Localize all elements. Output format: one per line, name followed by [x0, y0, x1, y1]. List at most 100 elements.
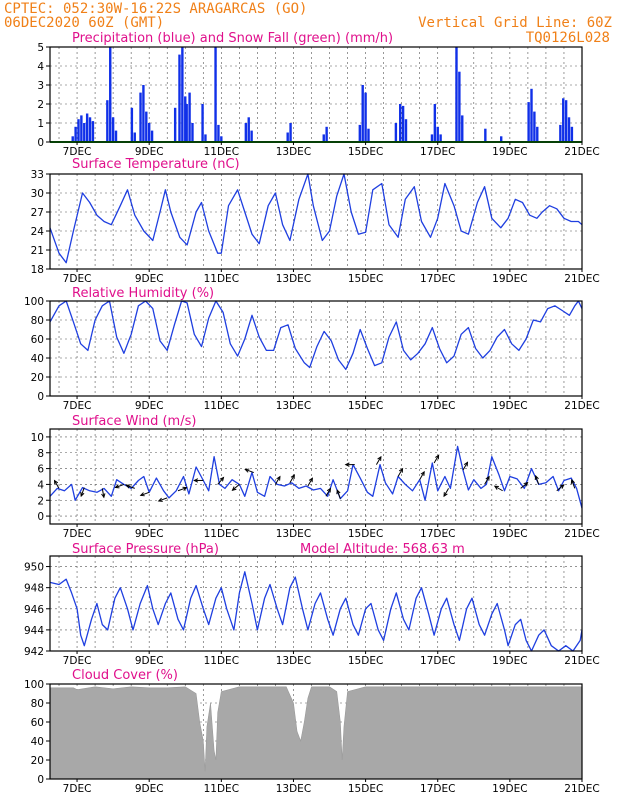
wind-ytick-label: 10: [31, 432, 44, 444]
precip-bar: [325, 126, 328, 142]
wind-arrow: [397, 468, 403, 477]
rh-ytick-label: 100: [24, 296, 44, 308]
wind-xtick-label: 7DEC: [63, 528, 92, 540]
wind-line: [49, 445, 583, 509]
precip-bar: [247, 117, 250, 142]
pressure-xtick-label: 11DEC: [204, 655, 239, 667]
precip-bar: [536, 126, 539, 142]
wind-arrow-head: [493, 485, 499, 490]
precip-bar: [458, 71, 461, 142]
rh-panel: 0 20 40 60 80 100 7DEC 9DEC 11DEC 13DEC 15DEC 17DEC…: [24, 296, 600, 412]
temp-ytick-label: 30: [31, 188, 44, 200]
cloud-xtick-label: 17DEC: [420, 783, 455, 795]
precip-xtick-label: 17DEC: [420, 146, 455, 158]
cloud-frame: [49, 683, 583, 780]
precip-ytick-label: 5: [37, 42, 44, 54]
temp-frame: [49, 173, 583, 270]
pressure-xtick-label: 15DEC: [348, 655, 383, 667]
precip-bar: [173, 107, 177, 142]
rh-xtick-label: 7DEC: [63, 400, 92, 412]
header-run-time: 06DEC2020 60Z (GMT): [4, 15, 164, 31]
wind-arrow-head: [231, 486, 237, 491]
wind-arrow: [54, 480, 60, 489]
pressure-ytick-label: 942: [24, 646, 44, 658]
wind-arrow: [80, 487, 85, 497]
temp-xtick-label: 21DEC: [564, 273, 599, 285]
header-model-code: TQ0126L028: [526, 30, 610, 46]
wind-arrow-head: [344, 462, 350, 467]
cloud-xtick-label: 13DEC: [276, 783, 311, 795]
rh-xtick-label: 15DEC: [348, 400, 383, 412]
precip-bar: [439, 134, 442, 142]
wind-arrow: [325, 488, 331, 497]
temp-ytick-label: 21: [31, 245, 44, 257]
precip-ytick-label: 1: [37, 118, 44, 130]
wind-arrow-head: [114, 484, 120, 489]
wind-arrow-head: [219, 476, 225, 482]
precip-bar: [484, 128, 487, 142]
precip-bar: [322, 134, 325, 142]
wind-arrow: [115, 483, 125, 488]
precip-ytick-label: 4: [37, 61, 44, 73]
precip-bar: [244, 123, 248, 142]
precip-bar: [527, 102, 530, 142]
wind-arrow: [375, 456, 382, 465]
wind-xtick-label: 9DEC: [135, 528, 164, 540]
precip-bar: [80, 115, 83, 142]
precip-bar: [289, 123, 292, 142]
wind-arrow: [232, 484, 240, 491]
wind-arrow-head: [377, 455, 382, 461]
wind-arrow-head: [290, 474, 295, 480]
precip-bar: [217, 124, 220, 142]
wind-arrow: [245, 468, 254, 474]
rh-xtick-label: 13DEC: [276, 400, 311, 412]
precip-bar: [358, 124, 362, 142]
wind-arrow-head: [80, 492, 85, 498]
pressure-xtick-label: 19DEC: [492, 655, 527, 667]
precip-bar: [500, 136, 503, 142]
wind-arrow-head: [435, 454, 440, 460]
panels-layer: 0 1 2 3 4 5 7DEC 9DEC 11DEC 13DEC 15DEC 17DEC 19DEC 2…: [24, 42, 600, 795]
precip-bar: [184, 96, 187, 142]
wind-arrow-head: [139, 492, 145, 497]
wind-arrow-head: [336, 489, 341, 495]
wind-arrow: [217, 477, 224, 485]
pressure-xtick-label: 21DEC: [564, 655, 599, 667]
precip-bar: [178, 54, 181, 142]
wind-arrow: [126, 484, 135, 489]
wind-arrow: [419, 471, 425, 480]
precip-bar: [114, 130, 118, 142]
precip-xtick-label: 11DEC: [204, 146, 239, 158]
precip-bar: [559, 124, 562, 142]
cloud-ytick-label: 80: [31, 698, 44, 710]
wind-arrow-head: [443, 492, 448, 498]
precip-bar: [71, 136, 74, 142]
pressure-panel: 942 944 946 948 950 7DEC 9DEC 11DEC 13DEC 15DEC 17…: [24, 555, 600, 667]
rh-frame: [49, 300, 583, 397]
temp-ytick-label: 24: [31, 226, 45, 238]
wind-ytick-label: 8: [37, 448, 44, 460]
precip-bar: [533, 111, 536, 142]
precip-bar: [139, 92, 142, 142]
precip-bar: [74, 126, 77, 142]
wind-arrow: [177, 487, 187, 492]
precip-bar: [109, 47, 112, 142]
precip-ytick-label: 3: [37, 80, 44, 92]
precip-frame: [49, 46, 583, 143]
precip-bar: [145, 111, 148, 142]
wind-xtick-label: 21DEC: [564, 528, 599, 540]
cloud-panel: 0 20 40 60 80 100 7DEC 9DEC 11DEC 13DEC 15DEC 17DEC…: [24, 679, 600, 795]
wind-panel: 0 2 4 6 8 10 7DEC 9DEC 11DEC 13DEC 15DEC 17DEC 19DEC…: [31, 428, 600, 540]
precip-bar: [361, 85, 364, 142]
pressure-line: [49, 571, 583, 652]
rh-ytick-label: 0: [37, 391, 44, 403]
wind-arrow: [433, 454, 440, 464]
header-grid-note: Vertical Grid Line: 60Z: [418, 15, 612, 31]
pressure-ytick-label: 946: [24, 604, 44, 616]
pressure-annotation: Model Altitude: 568.63 m: [300, 542, 465, 557]
wind-arrow: [336, 490, 341, 499]
precip-bar: [111, 117, 115, 142]
wind-arrow: [443, 488, 449, 497]
cloud-ytick-label: 0: [37, 774, 44, 786]
